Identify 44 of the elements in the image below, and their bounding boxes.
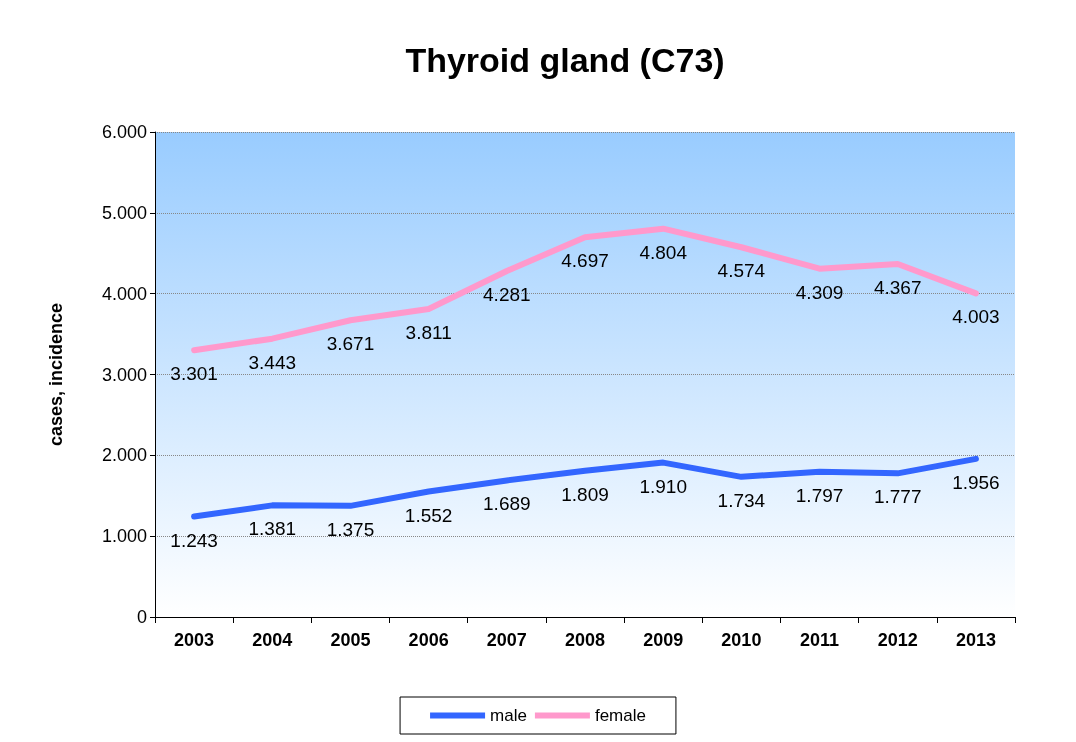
data-label: 4.309 xyxy=(795,281,844,303)
legend-label: female xyxy=(594,706,646,725)
x-tick-label: 2012 xyxy=(877,630,918,650)
y-tick-label: 3.000 xyxy=(101,364,147,385)
data-label: 1.809 xyxy=(561,483,609,505)
x-tick-label: 2010 xyxy=(721,630,762,650)
data-label: 1.797 xyxy=(795,484,844,506)
data-label: 3.671 xyxy=(326,333,375,355)
data-label: 1.777 xyxy=(873,486,922,508)
data-label: 1.910 xyxy=(639,475,687,497)
data-label: 1.375 xyxy=(326,518,375,540)
y-tick-label: 2.000 xyxy=(101,445,147,466)
data-label: 1.381 xyxy=(248,518,297,540)
data-label: 4.697 xyxy=(561,250,609,272)
y-axis-title: cases, incidence xyxy=(46,302,66,447)
y-tick-label: 1.000 xyxy=(101,526,147,547)
x-tick-label: 2011 xyxy=(800,630,840,650)
data-label: 1.552 xyxy=(404,504,453,526)
y-tick-label: 6.000 xyxy=(101,122,147,142)
data-label: 4.574 xyxy=(717,260,766,282)
data-label: 4.281 xyxy=(483,283,531,305)
data-label: 3.443 xyxy=(248,351,297,373)
x-tick-label: 2007 xyxy=(486,630,527,650)
data-label: 1.689 xyxy=(483,493,531,515)
data-label: 3.301 xyxy=(170,363,218,385)
x-tick-label: 2004 xyxy=(252,630,293,650)
data-label: 4.367 xyxy=(873,277,922,298)
x-tick-label: 2009 xyxy=(643,630,684,650)
y-tick-label: 0 xyxy=(136,607,147,627)
data-label: 1.243 xyxy=(170,529,218,551)
y-tick-label: 4.000 xyxy=(101,283,147,304)
x-tick-label: 2005 xyxy=(330,630,371,650)
data-label: 3.811 xyxy=(405,321,452,343)
chart-title: Thyroid gland (C73) xyxy=(405,41,725,79)
x-tick-label: 2008 xyxy=(564,630,606,650)
y-tick-label: 5.000 xyxy=(101,202,147,223)
data-label: 1.956 xyxy=(952,471,1000,493)
data-label: 4.003 xyxy=(952,306,1000,328)
x-tick-label: 2013 xyxy=(955,630,996,650)
data-label: 1.734 xyxy=(717,489,766,511)
data-label: 4.804 xyxy=(639,241,688,263)
x-tick-label: 2003 xyxy=(174,630,215,650)
x-tick-label: 2006 xyxy=(408,630,449,650)
legend-label: male xyxy=(490,706,527,725)
